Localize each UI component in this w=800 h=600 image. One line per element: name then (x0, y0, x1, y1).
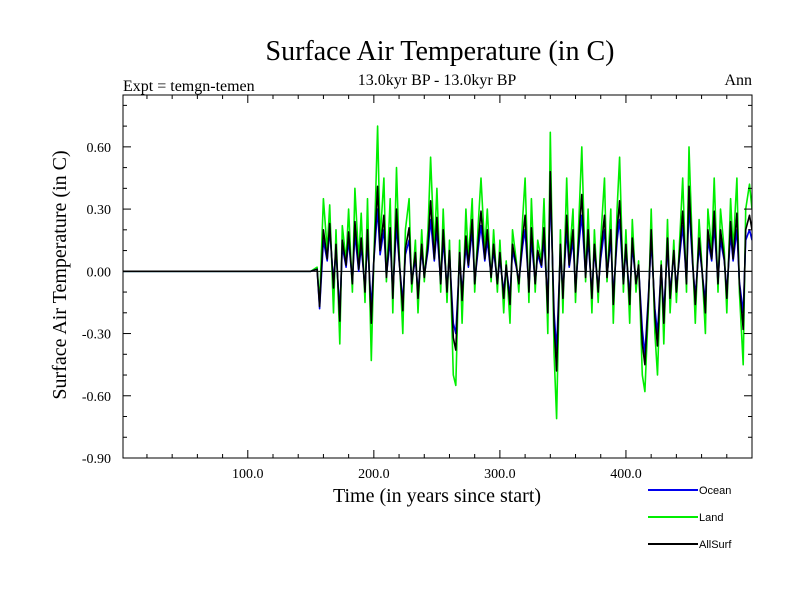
y-tick-label: 0.60 (87, 141, 112, 156)
x-tick-label: 200.0 (358, 467, 390, 482)
x-tick-label: 400.0 (610, 467, 642, 482)
x-axis-label: Time (in years since start) (333, 485, 541, 507)
x-tick-label: 300.0 (484, 467, 516, 482)
legend: Ocean Land AllSurf (648, 485, 732, 551)
chart-subtitle: 13.0kyr BP - 13.0kyr BP (358, 72, 517, 89)
series-group (123, 125, 752, 420)
chart-title: Surface Air Temperature (in C) (266, 36, 615, 67)
series-line-land (123, 125, 752, 420)
y-tick-label: -0.30 (82, 328, 111, 343)
y-tick-label: -0.90 (82, 452, 111, 467)
experiment-label: Expt = temgn-temen (123, 78, 255, 95)
legend-label-allsurf: AllSurf (699, 539, 732, 551)
plot-frame (122, 94, 753, 459)
y-axis-label: Surface Air Temperature (in C) (49, 150, 71, 399)
legend-label-land: Land (699, 512, 723, 524)
season-label: Ann (724, 72, 752, 89)
y-tick-label: 0.30 (87, 203, 112, 218)
y-tick-label: 0.00 (87, 265, 112, 280)
legend-label-ocean: Ocean (699, 485, 731, 497)
x-tick-label: 100.0 (232, 467, 264, 482)
series-line-allsurf (123, 170, 752, 372)
y-tick-label: -0.60 (82, 390, 111, 405)
